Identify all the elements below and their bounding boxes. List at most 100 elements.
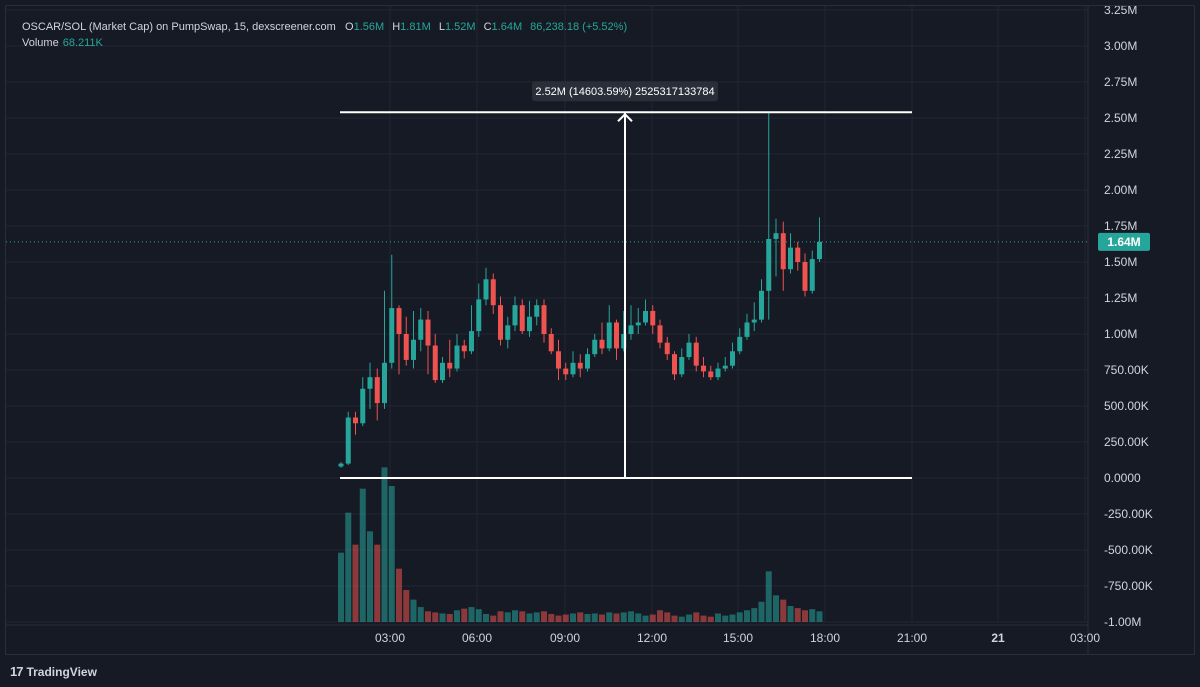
volume-bar	[787, 606, 794, 622]
volume-bar	[425, 611, 431, 622]
candle-body	[715, 368, 721, 378]
volume-bar	[533, 612, 540, 622]
candle-body	[519, 305, 525, 332]
candle-body	[548, 334, 554, 352]
volume-bar	[374, 544, 381, 622]
volume-bar	[403, 590, 410, 622]
volume-bar	[432, 612, 439, 622]
volume-bar	[599, 614, 605, 622]
candle-body	[577, 362, 583, 369]
volume-bar	[758, 601, 765, 622]
measure-label: 2.52M (14603.59%) 2525317133784	[535, 86, 714, 98]
high-value: 1.81M	[400, 21, 431, 33]
chart-frame: 3.25M 3.00M 2.75M 2.50M 2.25M 2.00M 1.75M 1.50M…	[5, 5, 1195, 655]
x-tick-label: 09:00	[550, 631, 580, 645]
candle-body	[650, 310, 656, 326]
volume-bar	[381, 467, 388, 622]
measure-arrow-icon	[617, 112, 633, 122]
volume-bar	[367, 531, 373, 622]
candle-body	[505, 325, 511, 340]
volume-bar	[577, 612, 584, 622]
y-tick-label: 500.00K	[1104, 399, 1149, 413]
candle-body	[672, 354, 677, 375]
volume-bar	[613, 613, 620, 622]
x-tick-label: 21:00	[897, 631, 927, 645]
open-label: O	[345, 21, 354, 33]
volume-bar	[751, 608, 758, 622]
candle-body	[722, 365, 728, 369]
candle-body	[664, 342, 670, 355]
y-tick-label: 1.75M	[1104, 219, 1137, 233]
candle-body	[585, 354, 590, 369]
y-tick-label: 1.25M	[1104, 291, 1137, 305]
x-tick-label: 18:00	[810, 631, 840, 645]
open-value: 1.56M	[353, 21, 385, 33]
candlestick-chart[interactable]: 3.25M 3.00M 2.75M 2.50M 2.25M 2.00M 1.75M 1.50M…	[6, 6, 1194, 654]
y-tick-label: -250.00K	[1104, 507, 1153, 521]
tradingview-brand-name: TradingView	[26, 664, 97, 679]
candle-body	[432, 345, 438, 381]
close-value: 1.64M	[491, 21, 523, 33]
volume-bar	[504, 612, 511, 622]
volume-bar	[541, 611, 547, 622]
volume-bar	[794, 608, 801, 622]
volume-bar	[635, 613, 642, 622]
volume-bar	[570, 613, 576, 622]
volume-bar	[664, 612, 671, 622]
volume-bar	[512, 610, 518, 622]
volume-value: 68.211K	[62, 37, 103, 49]
candle-body	[389, 308, 395, 363]
candle-body	[599, 339, 605, 349]
volume-bar	[555, 615, 562, 622]
candle-body	[592, 339, 598, 355]
volume-bar	[765, 571, 772, 622]
candle-body	[556, 351, 561, 369]
volume-bar	[439, 613, 446, 622]
y-tick-label: 3.00M	[1104, 39, 1137, 53]
close-label: C	[483, 21, 492, 33]
candle-body	[635, 322, 641, 326]
y-tick-label: 2.50M	[1104, 111, 1137, 125]
tradingview-logo[interactable]: 17 TradingView	[10, 664, 97, 679]
volume-legend: Volume 68.211K	[22, 37, 103, 49]
y-tick-label: -1.00M	[1104, 615, 1141, 629]
last-price-label: 1.64M	[1107, 235, 1140, 249]
volume-bar	[707, 616, 714, 622]
y-tick-label: -750.00K	[1104, 579, 1153, 593]
candle-body	[621, 334, 627, 349]
volume-bar	[780, 599, 787, 622]
volume-bar	[548, 614, 555, 622]
candle-body	[643, 310, 648, 323]
candle-body	[693, 342, 699, 366]
volume-bar	[410, 599, 417, 622]
volume-bar	[686, 614, 692, 622]
volume-bar	[345, 512, 352, 622]
y-tick-label: 3.25M	[1104, 6, 1137, 17]
volume-bar	[461, 608, 468, 622]
volume-bar	[809, 609, 816, 622]
candle-body	[338, 463, 344, 467]
candle-body	[708, 371, 714, 378]
candle-body	[730, 351, 735, 366]
footer: 17 TradingView	[0, 656, 1200, 687]
candle-body	[447, 362, 453, 369]
candle-body	[809, 259, 815, 291]
volume-bar	[359, 488, 366, 622]
candle-body	[345, 417, 351, 464]
candle-body	[780, 233, 786, 270]
volume-bar	[606, 612, 613, 622]
candle-body	[454, 345, 460, 369]
volume-bar	[446, 614, 453, 622]
candle-body	[795, 247, 801, 262]
volume-bar	[715, 613, 721, 622]
volume-bar	[744, 610, 750, 622]
volume-bar	[490, 615, 497, 622]
volume-bar	[729, 614, 736, 622]
volume-bar	[693, 612, 700, 622]
candle-body	[701, 365, 706, 372]
candle-body	[773, 233, 779, 239]
candle-body	[411, 339, 416, 360]
volume-bar	[591, 613, 598, 622]
x-tick-label: 06:00	[462, 631, 492, 645]
candle-body	[541, 305, 547, 334]
